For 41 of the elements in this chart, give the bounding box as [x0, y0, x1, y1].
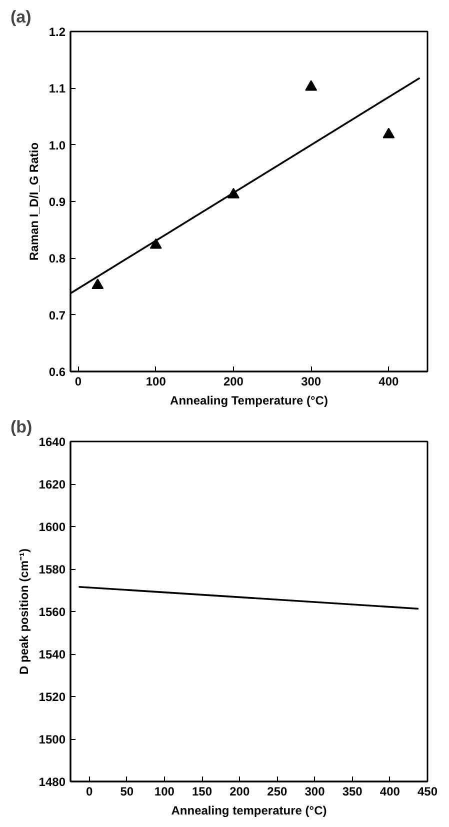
point [150, 238, 162, 249]
x-tick-label: 400 [380, 784, 400, 798]
chart-title: (a) [10, 8, 32, 26]
point [92, 278, 104, 290]
y-tick-label: 1640 [38, 435, 66, 449]
x-tick-label: 200 [230, 784, 250, 798]
x-tick-label: 350 [342, 784, 363, 798]
y-tick-label: 1500 [38, 732, 66, 746]
x-tick-label: 0 [74, 374, 82, 388]
x-tick-label: 50 [120, 784, 134, 798]
x-tick-label: 100 [154, 784, 175, 798]
y-axis-title: D peak position (cm⁻¹) [16, 548, 31, 675]
x-tick-label: 150 [192, 784, 212, 798]
x-tick-label: 400 [378, 374, 400, 388]
x-tick-label: 200 [223, 374, 244, 388]
y-tick-label: 0.6 [48, 365, 66, 379]
x-axis-title: Annealing Temperature (°C) [170, 394, 328, 408]
y-tick-label: 1600 [38, 520, 66, 534]
x-tick-label: 0 [86, 784, 93, 798]
y-tick-label: 1.0 [48, 138, 66, 152]
y-tick-label: 1580 [38, 562, 66, 576]
point [305, 80, 318, 91]
x-tick-label: 100 [146, 374, 166, 388]
y-tick-label: 0.8 [48, 252, 66, 266]
x-tick-label: 450 [417, 784, 438, 798]
x-tick-label: 250 [267, 784, 288, 798]
x-axis-title: Annealing temperature (°C) [171, 804, 327, 818]
chart-title: (b) [10, 418, 32, 436]
y-tick-label: 1540 [38, 648, 66, 662]
y-tick-label: 1.1 [48, 82, 66, 96]
y-tick-label: 1480 [38, 775, 66, 789]
y-tick-label: 1.2 [48, 25, 66, 39]
x-tick-label: 300 [301, 374, 322, 388]
point [382, 128, 395, 138]
y-axis-title: Raman I_D/I_G Ratio [26, 142, 41, 261]
y-tick-label: 0.7 [48, 308, 66, 322]
y-tick-label: 1520 [38, 690, 66, 704]
y-tick-label: 0.9 [48, 195, 66, 209]
x-tick-label: 300 [304, 784, 326, 798]
y-tick-label: 1560 [38, 605, 66, 619]
y-tick-label: 1620 [38, 478, 66, 492]
